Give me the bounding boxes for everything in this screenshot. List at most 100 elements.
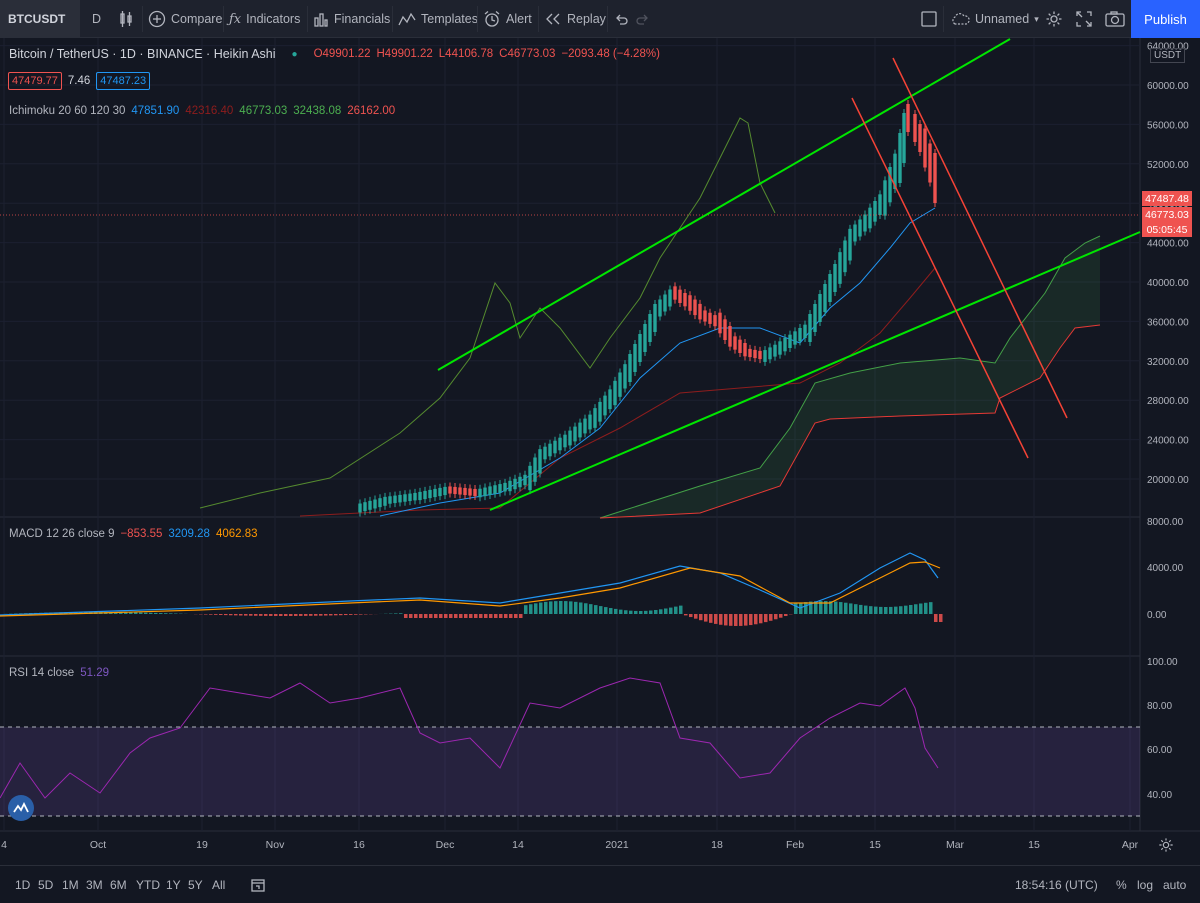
candle-body	[453, 486, 457, 495]
macd-histogram-bar	[649, 610, 653, 614]
candle-body	[448, 486, 452, 494]
macd-histogram-bar	[814, 601, 818, 614]
macd-histogram-bar	[529, 604, 533, 614]
bid-price[interactable]: 47479.77	[8, 72, 62, 90]
macd-histogram-bar	[829, 601, 833, 614]
candle-body	[728, 326, 732, 347]
macd-histogram-bar	[359, 614, 363, 615]
clock[interactable]: 18:54:16 (UTC)	[1015, 878, 1098, 892]
candle-body	[768, 347, 772, 360]
templates-icon	[398, 12, 416, 26]
macd-histogram-bar	[859, 604, 863, 614]
layout-name-button[interactable]: Unnamed ▾	[950, 0, 1039, 38]
candle-body	[753, 349, 757, 359]
interval-selector[interactable]: D	[92, 0, 101, 38]
range-button-ytd[interactable]: YTD	[136, 878, 160, 892]
macd-histogram-bar	[839, 602, 843, 614]
macd-histogram-bar	[559, 601, 563, 614]
macd-histogram-bar	[669, 607, 673, 614]
candle-body	[708, 312, 712, 324]
macd-histogram-bar	[754, 614, 758, 625]
candle-body	[618, 372, 622, 397]
square-icon	[921, 11, 937, 27]
macd-histogram-bar	[224, 614, 228, 616]
macd-tick-label: 8000.00	[1147, 517, 1184, 528]
currency-label[interactable]: USDT	[1150, 48, 1186, 63]
financials-button[interactable]: Financials	[313, 0, 390, 38]
redo-button[interactable]	[636, 0, 650, 38]
candle-body	[523, 474, 527, 486]
alarm-clock-icon	[484, 11, 500, 27]
symbol-search[interactable]: BTCUSDT	[0, 0, 80, 38]
candle-body	[853, 224, 857, 242]
range-button-5y[interactable]: 5Y	[188, 878, 203, 892]
range-button-1y[interactable]: 1Y	[166, 878, 181, 892]
price-series	[0, 38, 1141, 817]
price-tick-label: 64000.00	[1147, 42, 1189, 53]
time-tick-label: 4	[1, 839, 7, 851]
candle-body	[823, 284, 827, 312]
legend-close: C46773.03	[499, 48, 556, 60]
macd-histogram-bar	[729, 614, 733, 626]
macd-histogram-bar	[764, 614, 768, 623]
macd-histogram-bar	[699, 614, 703, 621]
down-channel-lower-line	[851, 97, 1029, 459]
candle-body	[863, 214, 867, 232]
macd-histogram-bar	[144, 612, 148, 614]
time-tick-label: Mar	[946, 839, 965, 851]
chart-canvas[interactable]: 64000.00 60000.00 56000.00 52000.00 4 8000.00…	[0, 38, 1200, 865]
camera-icon	[1105, 11, 1125, 27]
gear-icon	[1159, 838, 1173, 852]
range-button-6m[interactable]: 6M	[110, 878, 127, 892]
layout-name: Unnamed	[975, 12, 1030, 26]
undo-button[interactable]	[614, 0, 628, 38]
fx-icon: ƒx	[229, 11, 242, 27]
range-button-3m[interactable]: 3M	[86, 878, 103, 892]
macd-histogram-bar	[474, 614, 478, 618]
macd-histogram-bar	[319, 614, 323, 616]
auto-toggle[interactable]: auto	[1163, 878, 1187, 892]
macd-histogram-bar	[414, 614, 418, 618]
tradingview-logo[interactable]	[8, 795, 34, 821]
candle-body	[578, 422, 582, 438]
time-tick-label: Dec	[436, 839, 455, 851]
macd-histogram-bar	[879, 606, 883, 614]
separator	[538, 6, 539, 32]
goto-date-button[interactable]	[250, 866, 266, 903]
alert-button[interactable]: Alert	[483, 0, 532, 38]
chart-area[interactable]: 64000.00 60000.00 56000.00 52000.00 4 8000.00…	[0, 38, 1200, 865]
snapshot-button[interactable]	[1105, 0, 1125, 38]
candle-body	[798, 328, 802, 342]
publish-button[interactable]: Publish	[1131, 0, 1200, 38]
settings-button[interactable]	[1045, 0, 1063, 38]
compare-button[interactable]: Compare	[148, 0, 222, 38]
ichimoku-lead2: 26162.00	[347, 105, 396, 117]
time-axis-settings[interactable]	[1158, 837, 1174, 856]
range-button-1d[interactable]: 1D	[15, 878, 31, 892]
fullscreen-layout-toggle[interactable]	[920, 0, 938, 38]
macd-signal: 4062.83	[215, 528, 258, 540]
range-button-all[interactable]: All	[212, 878, 226, 892]
ichimoku-base: 42316.40	[185, 105, 234, 117]
macd-histogram-bar	[309, 614, 313, 616]
candle-body	[363, 502, 367, 512]
replay-button[interactable]: Replay	[544, 0, 606, 38]
range-button-5d[interactable]: 5D	[38, 878, 54, 892]
macd-histogram-bar	[929, 602, 933, 614]
templates-button[interactable]: Templates	[398, 0, 478, 38]
indicators-label: Indicators	[246, 12, 301, 26]
visibility-dot-icon[interactable]: ●	[291, 48, 298, 60]
percent-toggle[interactable]: %	[1116, 878, 1127, 892]
macd-tick-label: 4000.00	[1147, 563, 1184, 574]
indicators-button[interactable]: ƒx Indicators	[229, 0, 300, 38]
range-button-1m[interactable]: 1M	[62, 878, 79, 892]
macd-histogram-bar	[419, 614, 423, 618]
fullscreen-button[interactable]	[1076, 0, 1092, 38]
macd-histogram-bar	[434, 614, 438, 618]
ichimoku-lead2	[599, 324, 1101, 519]
log-toggle[interactable]: log	[1137, 878, 1154, 892]
ask-price[interactable]: 47487.23	[96, 72, 151, 90]
separator	[477, 6, 478, 32]
chart-type-button[interactable]	[118, 0, 134, 38]
separator	[943, 6, 944, 32]
